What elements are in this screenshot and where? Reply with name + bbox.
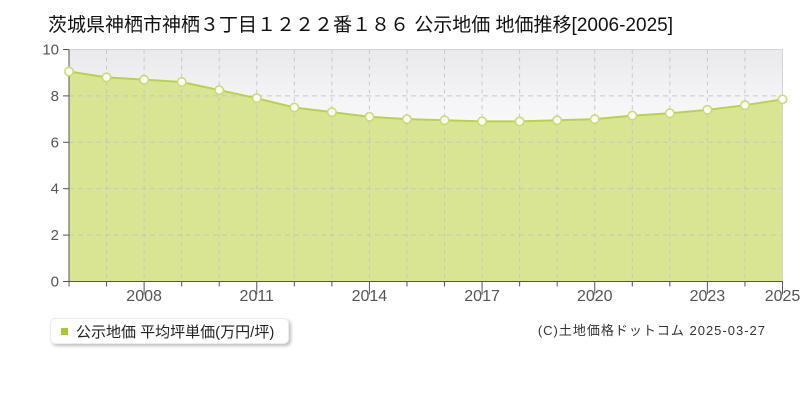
data-point	[514, 116, 525, 127]
y-tick-label: 8	[51, 88, 59, 105]
trend-line	[68, 70, 784, 123]
data-point	[702, 104, 713, 115]
data-point	[289, 102, 300, 113]
y-tick-label: 2	[51, 227, 59, 244]
data-point	[251, 93, 262, 104]
data-point	[364, 111, 375, 122]
x-tick-label: 2008	[126, 288, 162, 305]
x-tick-label: 2014	[352, 288, 388, 305]
data-point	[64, 66, 75, 77]
x-tick-label: 2011	[240, 288, 275, 305]
x-tick-label: 2020	[577, 288, 613, 305]
x-tick-label: 2023	[690, 288, 726, 305]
y-tick-label: 0	[51, 274, 59, 291]
data-point	[739, 100, 750, 111]
data-point	[401, 114, 412, 125]
x-tick-label: 2025	[765, 288, 800, 305]
y-tick-label: 10	[42, 42, 59, 59]
data-point	[101, 72, 112, 83]
price-trend-chart: 0 2 4 6 8 10 2008 2011 2014 2017 2020 2023 2025	[42, 42, 800, 306]
area-fill	[69, 71, 783, 282]
y-tick-label: 4	[51, 181, 59, 198]
page-title: 茨城県神栖市神栖３丁目１２２２番１８６ 公示地価 地価推移[2006-2025]	[48, 15, 673, 36]
data-point	[589, 114, 600, 125]
copyright-text: (C)土地価格ドットコム 2025-03-27	[537, 323, 766, 338]
data-point	[439, 115, 450, 126]
data-point	[777, 94, 788, 105]
data-point	[627, 110, 638, 121]
data-point	[552, 115, 563, 126]
data-point	[477, 116, 488, 127]
data-point	[214, 85, 225, 96]
legend: 公示地価 平均坪単価(万円/坪)	[50, 318, 290, 344]
data-point	[664, 108, 675, 119]
legend-series-marker-icon	[61, 327, 68, 335]
x-tick-label: 2017	[464, 288, 500, 305]
y-tick-label: 6	[51, 134, 59, 151]
legend-series-label: 公示地価 平均坪単価(万円/坪)	[76, 323, 275, 341]
data-point	[176, 76, 187, 87]
data-point	[139, 74, 150, 85]
data-point	[326, 107, 337, 118]
